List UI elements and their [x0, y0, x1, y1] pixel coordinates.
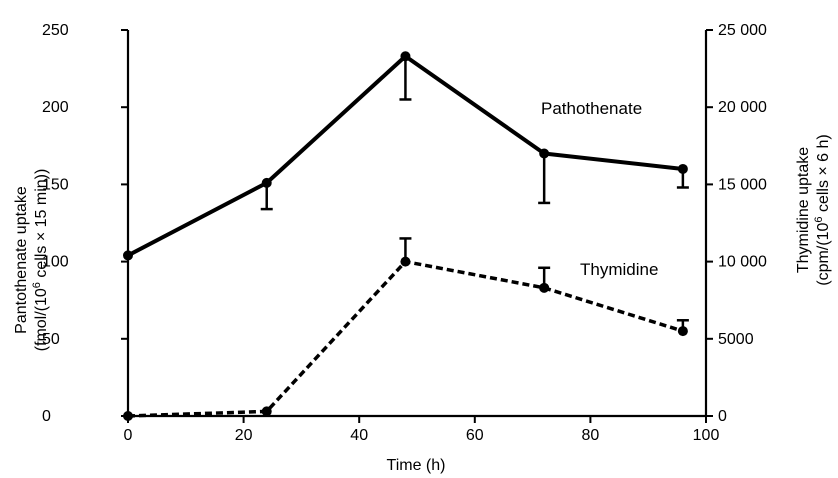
thymidine-line	[127, 259, 684, 418]
pathothenate-point	[677, 163, 688, 174]
x-tick-label: 20	[235, 427, 253, 444]
right-y-tick-label: 10 000	[718, 254, 767, 271]
x-tick-label: 0	[124, 427, 133, 444]
thymidine-point	[261, 406, 272, 417]
thymidine-point	[123, 411, 133, 421]
left-axis-title-line1: Pantothenate uptake	[13, 186, 30, 334]
pathothenate-point	[261, 177, 272, 188]
x-tick-label: 60	[466, 427, 484, 444]
right-y-tick-label: 25 000	[718, 22, 767, 39]
right-axis-title: Thymidine uptake (cpm/(106 cells × 6 h)	[795, 134, 832, 286]
thymidine-series	[123, 237, 689, 421]
right-y-tick-label: 20 000	[718, 99, 767, 116]
pathothenate-point	[123, 250, 133, 261]
left-y-tick-label: 0	[42, 408, 51, 425]
pathothenate-series-label: Pathothenate	[541, 99, 642, 118]
left-axis-title-line2: (fmol/(106 cells × 15 min))	[31, 169, 50, 352]
right-axis-title-line1: Thymidine uptake	[795, 147, 812, 273]
right-y-tick-label: 5000	[718, 331, 754, 348]
left-y-tick-label: 50	[42, 331, 60, 348]
x-tick-label: 80	[582, 427, 600, 444]
x-axis-title: Time (h)	[387, 457, 446, 474]
x-tick-label: 100	[693, 427, 720, 444]
thymidine-point	[677, 326, 688, 337]
left-y-tick-label: 150	[42, 176, 69, 193]
left-y-tick-label: 200	[42, 99, 69, 116]
thymidine-point	[400, 256, 411, 267]
thymidine-point	[539, 282, 550, 293]
right-y-tick-label: 15 000	[718, 176, 767, 193]
ticks: 0 20 40 60 80 100 0 50 100 150 200 250 0 5000 10 000 15…	[42, 22, 767, 444]
left-y-tick-label: 250	[42, 22, 69, 39]
pathothenate-point	[400, 51, 411, 62]
right-axis-title-line2: (cpm/(106 cells × 6 h)	[813, 134, 832, 286]
pathothenate-point	[539, 148, 550, 159]
right-y-tick-label: 0	[718, 408, 727, 425]
x-tick-label: 40	[350, 427, 368, 444]
axes	[126, 30, 708, 418]
left-y-tick-label: 100	[42, 254, 69, 271]
series-layer	[123, 51, 689, 421]
pathothenate-series	[123, 51, 689, 261]
left-axis-title: Pantothenate uptake (fmol/(106 cells × 1…	[13, 169, 50, 352]
thymidine-series-label: Thymidine	[580, 260, 658, 279]
